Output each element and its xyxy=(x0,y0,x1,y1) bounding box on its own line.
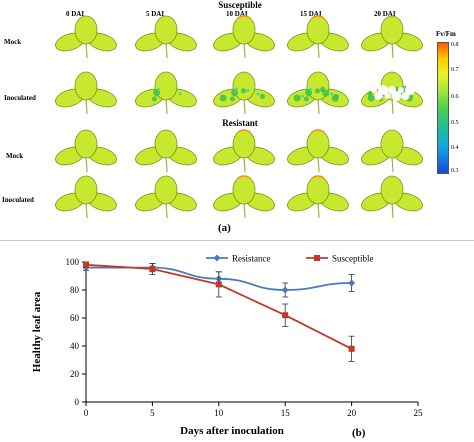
leaf-trifoliate-r1-c2 xyxy=(213,71,275,115)
panel-a-label: (a) xyxy=(218,222,231,234)
leaf-trifoliate-r1-c0 xyxy=(55,71,117,115)
leaf-trifoliate-r2-c1 xyxy=(135,129,197,173)
data-point-susceptible xyxy=(348,345,355,352)
y-tick-label: 20 xyxy=(70,369,80,379)
dai-label-15: 15 DAI xyxy=(300,10,322,18)
leaf-trifoliate-r3-c2 xyxy=(213,175,275,219)
x-axis-label: Days after inoculation xyxy=(180,425,284,437)
leaf-trifoliate-r2-c3 xyxy=(287,129,349,173)
y-tick-label: 40 xyxy=(70,341,80,351)
leaf-trifoliate-r3-c1 xyxy=(135,175,197,219)
y-tick-label: 60 xyxy=(70,313,80,323)
row-label-inoculated-resistant: Inoculated xyxy=(2,196,34,204)
colorbar-tick-08: 0.8 xyxy=(451,42,459,48)
data-point-resistance xyxy=(281,286,289,294)
dai-label-0: 0 DAI xyxy=(66,10,85,18)
x-tick-label: 20 xyxy=(347,408,357,418)
leaf-trifoliate-r3-c3 xyxy=(287,175,349,219)
data-point-susceptible xyxy=(83,261,89,268)
data-point-susceptible xyxy=(149,266,156,272)
healthy-leaf-area-chart: 0 5 10 15 20 25 0 20 40 60 80 100 Days after inocula… xyxy=(31,254,424,438)
x-tick-label: 5 xyxy=(150,408,155,418)
row-label-mock-resistant: Mock xyxy=(6,152,24,160)
x-tick-label: 25 xyxy=(414,408,424,418)
leaf-trifoliate-r2-c4 xyxy=(361,129,423,173)
leaf-trifoliate-r0-c2 xyxy=(213,15,275,59)
legend-marker-susceptible xyxy=(314,255,320,261)
resistant-heading: Resistant xyxy=(222,118,258,128)
dai-label-20: 20 DAI xyxy=(374,10,396,18)
leaf-image-grid xyxy=(55,15,423,219)
leaf-trifoliate-r0-c3 xyxy=(287,15,349,59)
y-tick-label: 0 xyxy=(75,397,80,407)
x-tick-label: 15 xyxy=(281,408,291,418)
leaf-trifoliate-r1-c4 xyxy=(361,71,423,115)
leaf-trifoliate-r3-c0 xyxy=(55,175,117,219)
colorbar-tick-05: 0.5 xyxy=(451,120,459,126)
leaf-trifoliate-r0-c1 xyxy=(135,15,197,59)
y-tick-label: 100 xyxy=(66,257,80,267)
row-label-mock-susceptible: Mock xyxy=(4,38,22,46)
leaf-trifoliate-r0-c0 xyxy=(55,15,117,59)
y-tick-label: 80 xyxy=(70,285,80,295)
dai-label-10: 10 DAI xyxy=(226,10,248,18)
data-point-susceptible xyxy=(282,312,289,319)
colorbar xyxy=(437,42,449,174)
colorbar-tick-03: 0.3 xyxy=(451,168,459,174)
data-point-resistance xyxy=(348,279,356,287)
panel-divider xyxy=(0,240,474,241)
leaf-trifoliate-r0-c4 xyxy=(361,15,423,59)
y-axis-label: Healthy leaf area xyxy=(31,291,43,372)
row-label-inoculated-susceptible: Inoculated xyxy=(4,94,36,102)
legend-label-resistance: Resistance xyxy=(232,254,271,264)
legend-marker-resistance xyxy=(213,254,221,262)
panel-b-label: (b) xyxy=(352,427,366,439)
data-point-susceptible xyxy=(215,281,222,288)
x-tick-label: 10 xyxy=(214,408,224,418)
susceptible-heading: Susceptible xyxy=(218,0,262,10)
x-tick-label: 0 xyxy=(84,408,89,418)
leaf-trifoliate-r3-c4 xyxy=(361,175,423,219)
leaf-trifoliate-r1-c3 xyxy=(287,71,349,115)
colorbar-tick-07: 0.7 xyxy=(451,67,459,73)
leaf-trifoliate-r2-c2 xyxy=(213,129,275,173)
leaf-trifoliate-r2-c0 xyxy=(55,129,117,173)
colorbar-tick-06: 0.6 xyxy=(451,94,459,100)
dai-label-5: 5 DAI xyxy=(146,10,165,18)
leaf-trifoliate-r1-c1 xyxy=(135,71,197,115)
colorbar-title: Fv/Fm xyxy=(436,30,456,38)
colorbar-tick-04: 0.4 xyxy=(451,145,459,151)
legend-label-susceptible: Susceptible xyxy=(332,254,374,264)
